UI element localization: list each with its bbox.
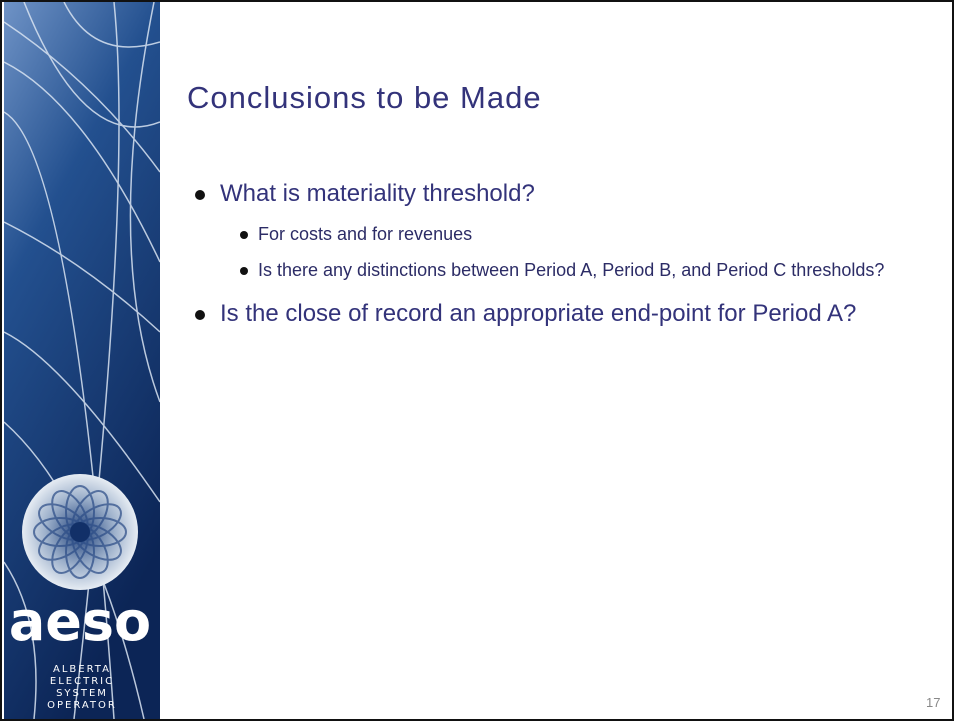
sub-bullet: Is there any distinctions between Period… (238, 257, 930, 283)
logo-name: aeso (9, 590, 151, 653)
bullet: What is materiality threshold? For costs … (190, 177, 930, 283)
sidebar: aeso ALBERTA ELECTRIC SYSTEM OPERATOR (4, 2, 160, 719)
page-number: 17 (926, 695, 940, 710)
sub-bullet-list: For costs and for revenues Is there any d… (238, 221, 930, 283)
slide: aeso ALBERTA ELECTRIC SYSTEM OPERATOR Co… (0, 0, 954, 721)
bullet-text: Is the close of record an appropriate en… (220, 300, 856, 327)
logo-tagline: SYSTEM (56, 688, 108, 699)
bullet-text: What is materiality threshold? (220, 180, 535, 207)
bullet-list: What is materiality threshold? For costs … (190, 177, 930, 345)
bullet: Is the close of record an appropriate en… (190, 297, 930, 331)
logo-tagline: OPERATOR (47, 700, 117, 711)
logo-tagline: ELECTRIC (50, 676, 114, 687)
slide-title: Conclusions to be Made (187, 80, 542, 116)
logo-tagline: ALBERTA (53, 664, 111, 675)
sub-bullet: For costs and for revenues (238, 221, 930, 247)
